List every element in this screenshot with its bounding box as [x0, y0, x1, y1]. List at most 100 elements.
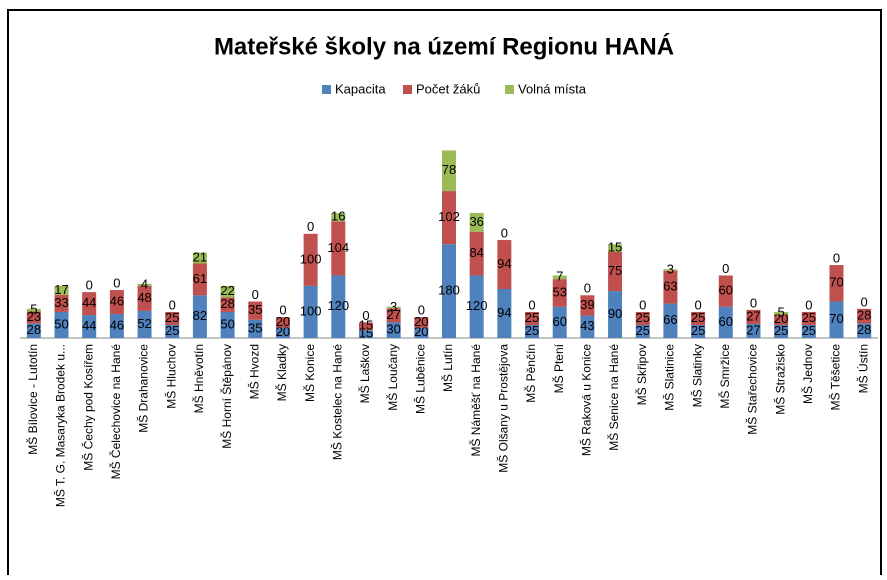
x-tick-label: MŠ Jednov: [800, 344, 815, 404]
data-label: 60: [719, 314, 733, 329]
bar-segment: [525, 324, 540, 338]
data-label: 20: [276, 324, 290, 339]
data-label: 25: [525, 310, 539, 325]
data-label: 44: [82, 295, 96, 310]
x-tick-label: MŠ Hněvotín: [191, 344, 206, 413]
data-label: 0: [362, 308, 369, 323]
x-tick-label: MŠ Slatinky: [689, 344, 704, 407]
data-label: 27: [746, 308, 760, 323]
bar-segment: [497, 240, 512, 290]
data-label: 25: [636, 310, 650, 325]
x-tick-label: MŠ Lutín: [440, 344, 455, 392]
data-label: 7: [556, 269, 563, 284]
x-tick-label: MŠ Drahanovice: [136, 344, 151, 433]
data-label: 70: [829, 311, 843, 326]
bar-segment: [358, 330, 373, 338]
data-label: 63: [663, 279, 677, 294]
x-tick-label: MŠ Bílovice - Lutotín: [25, 344, 40, 455]
x-tick-label: MŠ T. G. Masaryka Brodek u...: [53, 344, 68, 507]
data-label: 25: [774, 323, 788, 338]
data-label: 100: [300, 251, 322, 266]
data-label: 28: [857, 322, 871, 337]
data-label: 25: [165, 323, 179, 338]
data-label: 20: [414, 314, 428, 329]
data-label: 46: [110, 293, 124, 308]
x-tick-label: MŠ Těšetice: [828, 344, 843, 411]
bar-segment: [220, 297, 235, 312]
bar-segment: [414, 317, 429, 328]
bar-segment: [718, 306, 733, 338]
data-label: 5: [30, 302, 37, 317]
data-label: 3: [667, 261, 674, 276]
data-label: 84: [469, 245, 483, 260]
bar-segment: [442, 150, 456, 192]
data-label: 5: [778, 305, 785, 320]
data-label: 35: [248, 302, 262, 317]
bar-segment: [442, 244, 456, 338]
bar-segment: [358, 322, 373, 331]
x-tick-label: MŠ Senice na Hané: [606, 344, 621, 451]
bar-segment: [331, 212, 346, 222]
data-label: 0: [833, 250, 840, 265]
data-label: 43: [580, 318, 594, 333]
bar-segment: [26, 323, 41, 338]
chart-title: Mateřské školy na území Regionu HANÁ: [214, 32, 674, 60]
data-label: 100: [300, 303, 322, 318]
data-label: 0: [750, 295, 757, 310]
bar-segment: [303, 285, 318, 338]
data-label: 60: [719, 283, 733, 298]
data-label: 0: [805, 297, 812, 312]
bar-segment: [608, 244, 623, 253]
x-tick-label: MŠ Raková u Konice: [579, 344, 594, 456]
bar-segment: [580, 295, 595, 316]
bar-segment: [774, 314, 789, 325]
bar-segment: [248, 301, 263, 320]
legend-swatch: [403, 85, 412, 94]
data-label: 0: [169, 297, 176, 312]
bar-segment: [801, 311, 816, 325]
x-tick-label: MŠ Smržice: [717, 344, 732, 409]
data-label: 36: [469, 214, 483, 229]
bar-segment: [54, 294, 69, 312]
bar-segment: [192, 295, 207, 338]
data-label: 180: [438, 283, 460, 298]
bar-segment: [165, 324, 180, 338]
data-label: 0: [639, 297, 646, 312]
x-tick-label: MŠ Konice: [302, 344, 317, 402]
bar-segment: [691, 324, 706, 338]
bar-segment: [26, 308, 41, 312]
data-label: 46: [110, 317, 124, 332]
data-label: 15: [608, 240, 622, 255]
bar-segment: [386, 306, 401, 309]
data-label: 52: [137, 316, 151, 331]
x-tick-label: MŠ Skřipov: [634, 344, 649, 405]
bar-segment: [109, 314, 124, 338]
data-label: 48: [137, 290, 151, 305]
data-label: 25: [525, 323, 539, 338]
data-label: 27: [386, 307, 400, 322]
bar-segment: [386, 322, 401, 338]
legend-swatch: [322, 85, 331, 94]
x-tick-label: MŠ Ústín: [855, 344, 870, 393]
bar-segment: [275, 317, 290, 328]
bar-segment: [552, 279, 567, 307]
x-tick-label: MŠ Čechy pod Kosířem: [80, 344, 95, 471]
bar-segment: [192, 263, 207, 296]
bar-segment: [829, 301, 844, 338]
bar-segment: [552, 275, 567, 280]
bar-segment: [137, 283, 152, 286]
bar-segment: [192, 252, 207, 264]
data-label: 20: [414, 324, 428, 339]
bar-segment: [26, 311, 41, 324]
data-label: 102: [438, 209, 460, 224]
bar-segment: [774, 311, 789, 315]
legend-label: Volná místa: [518, 81, 587, 96]
data-label: 20: [774, 311, 788, 326]
bar-segment: [386, 308, 401, 323]
bar-segment: [525, 311, 540, 325]
data-label: 75: [608, 263, 622, 278]
data-label: 120: [327, 298, 349, 313]
data-label: 28: [27, 322, 41, 337]
x-tick-label: MŠ Hluchov: [163, 344, 178, 409]
